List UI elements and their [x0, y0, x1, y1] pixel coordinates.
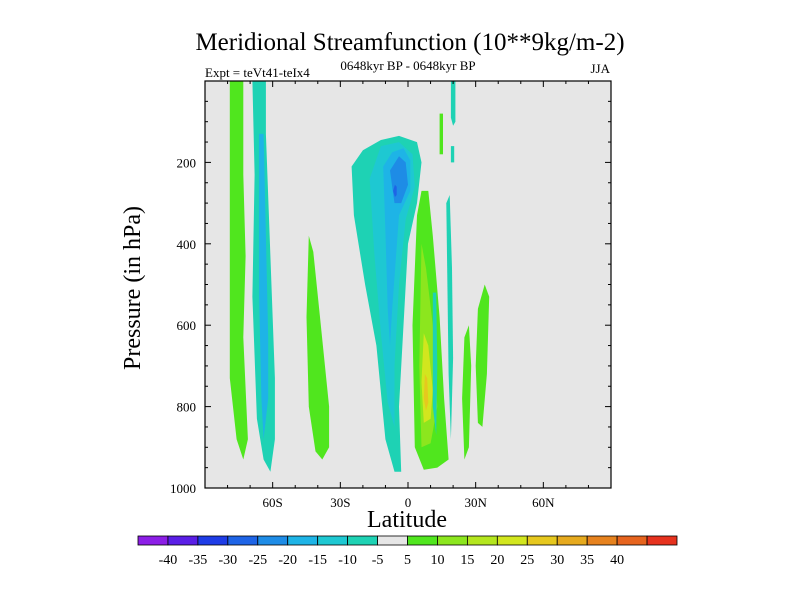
- colorbar-swatch: [616, 535, 648, 546]
- contour-core-60s: [259, 133, 269, 440]
- contour-fills: [229, 81, 490, 472]
- colorbar-label: -30: [218, 553, 237, 568]
- x-tick-label: 60N: [532, 495, 555, 510]
- y-tick-label: 200: [177, 155, 197, 170]
- colorbar-swatch: [646, 535, 678, 546]
- contour-cell-min: [393, 184, 397, 197]
- y-tick-label: 800: [177, 400, 197, 415]
- colorbar-swatch: [377, 535, 408, 546]
- contour-tick-18n: [439, 113, 443, 155]
- y-axis-title: Pressure (in hPa): [120, 206, 146, 370]
- y-tick-label: 600: [177, 318, 197, 333]
- colorbar-label: -25: [248, 553, 267, 568]
- experiment-label: Expt = teVt41-teIx4: [205, 65, 310, 80]
- colorbar-label: 5: [404, 553, 411, 568]
- colorbar-swatch: [437, 535, 468, 546]
- colorbar-label: -40: [159, 553, 178, 568]
- contour-sliver-20n: [432, 292, 438, 436]
- colorbar-swatch: [197, 535, 229, 546]
- colorbar-swatch: [137, 535, 169, 546]
- y-tick-label: 1000: [170, 481, 196, 496]
- colorbar-swatch: [586, 535, 618, 546]
- colorbar-swatch: [496, 535, 528, 546]
- contour-blob-25n: [462, 325, 472, 460]
- x-tick-label: 0: [405, 495, 412, 510]
- colorbar-label: -10: [338, 553, 357, 568]
- colorbar-swatch: [227, 535, 259, 546]
- y-tick-label: 400: [177, 237, 197, 252]
- contour-cell-inner: [383, 148, 411, 346]
- contour-teal-20n-low: [446, 195, 454, 440]
- contour-blob-35n: [475, 284, 490, 427]
- colorbar-swatch: [167, 535, 199, 546]
- x-tick-label: 30S: [330, 495, 350, 510]
- colorbar-label: 10: [430, 553, 444, 568]
- chart-title: Meridional Streamfunction (10**9kg/m-2): [195, 29, 624, 56]
- contour-band-70s: [229, 81, 248, 460]
- colorbar-label: -5: [372, 553, 384, 568]
- colorbar: -40 -35 -30 -25 -20 -15 -10 -5 5 10 15 20 25 30 35 40: [137, 535, 678, 568]
- colorbar-label: -35: [189, 553, 208, 568]
- season-label: JJA: [590, 61, 610, 76]
- x-tick-label: 60S: [263, 495, 283, 510]
- colorbar-swatch: [466, 535, 498, 546]
- colorbar-swatch: [526, 535, 558, 546]
- x-axis-title: Latitude: [367, 507, 447, 533]
- x-tick-label: 30N: [464, 495, 487, 510]
- colorbar-label: 20: [490, 553, 504, 568]
- contour-top-20n-low: [450, 146, 455, 163]
- colorbar-swatch: [287, 535, 319, 546]
- colorbar-label: -15: [308, 553, 327, 568]
- colorbar-label: 40: [610, 553, 624, 568]
- contour-eq-orange: [423, 374, 429, 411]
- colorbar-swatch: [556, 535, 588, 546]
- contour-blob-40s: [306, 235, 330, 460]
- colorbar-label: 35: [580, 553, 594, 568]
- colorbar-swatch: [257, 535, 289, 546]
- colorbar-swatch: [407, 535, 438, 546]
- colorbar-label: 25: [520, 553, 534, 568]
- plot-area: 60S 30S 0 30N 60N 200 400 600 800 1000: [170, 80, 612, 510]
- contour-top-20n: [450, 81, 456, 126]
- colorbar-swatch: [347, 535, 378, 546]
- colorbar-swatch: [317, 535, 349, 546]
- colorbar-label: 30: [550, 553, 564, 568]
- colorbar-label: 15: [460, 553, 474, 568]
- colorbar-label: -20: [278, 553, 297, 568]
- time-range-label: 0648kyr BP - 0648kyr BP: [340, 58, 475, 73]
